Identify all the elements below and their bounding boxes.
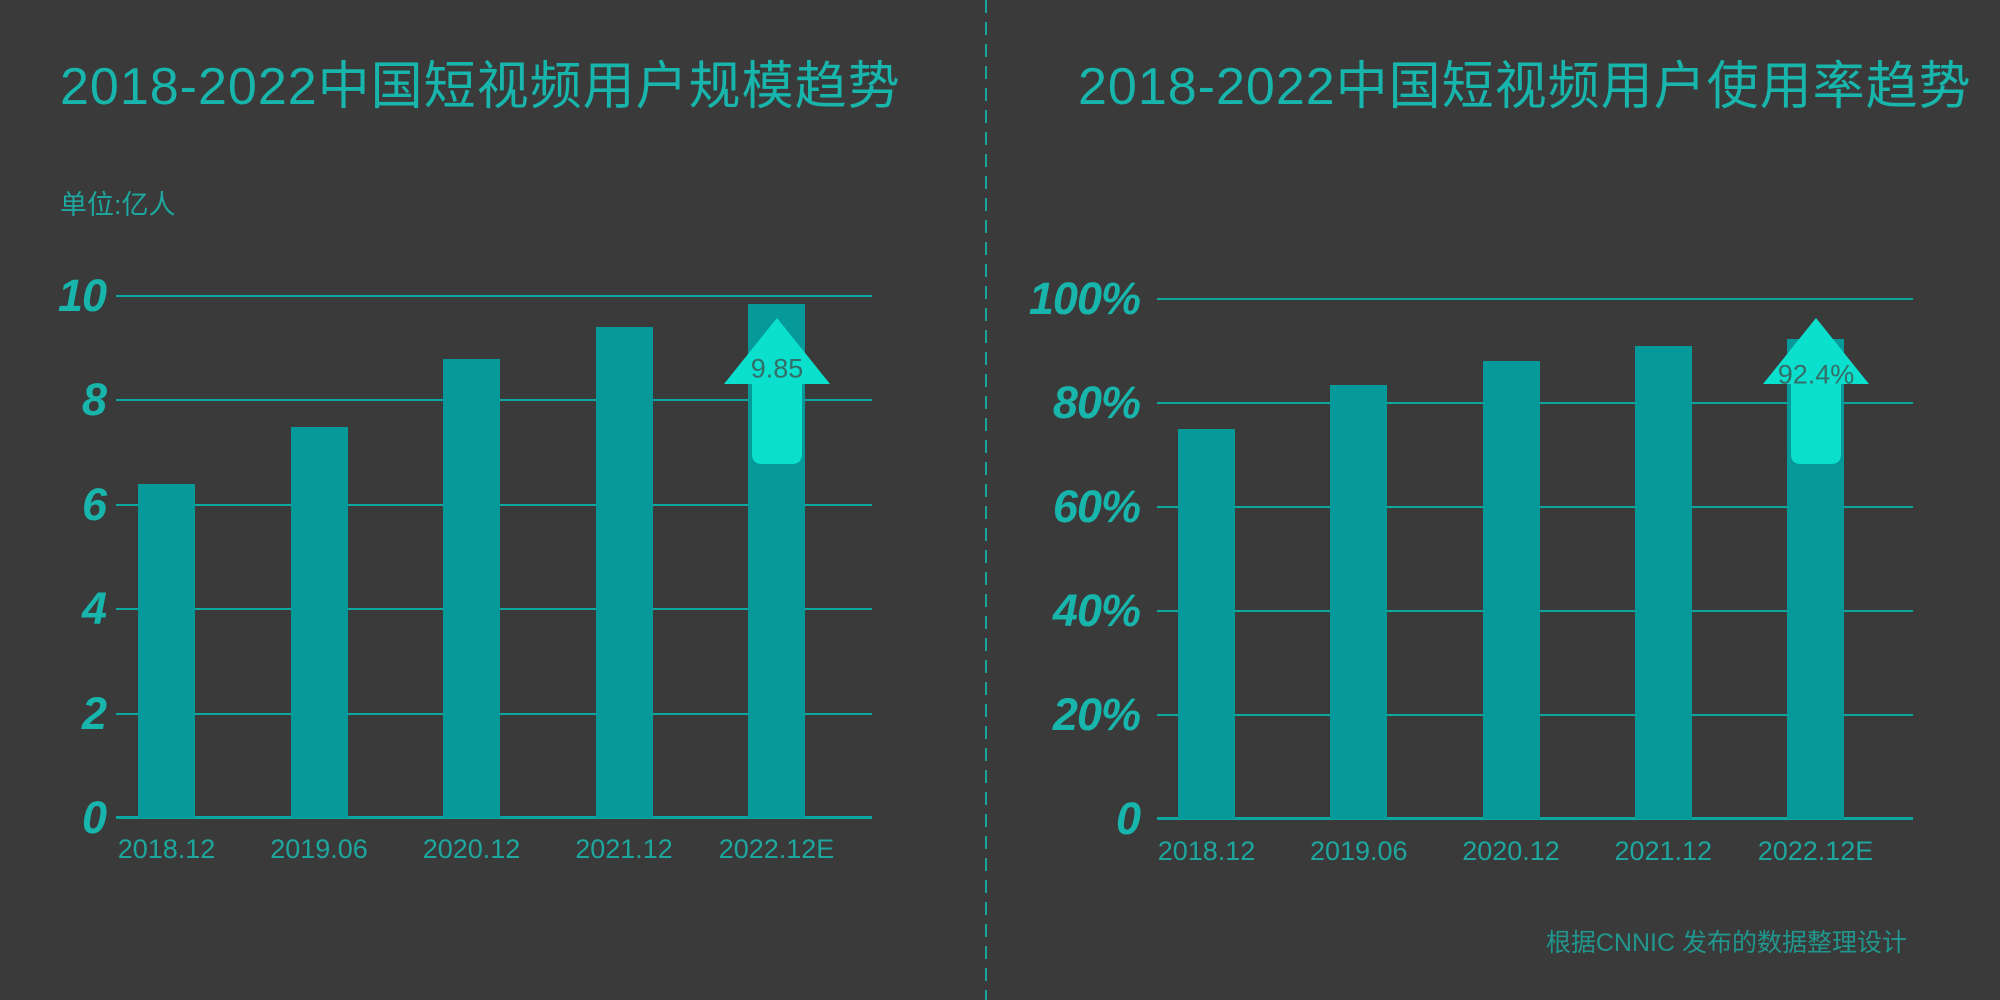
x-tick-label: 2019.06 <box>1309 836 1408 866</box>
highlight-value-label: 9.85 <box>750 354 803 384</box>
bar-2020.12 <box>443 358 500 818</box>
y-tick-label: 2 <box>81 687 107 739</box>
right-chart-title: 2018-2022中国短视频用户使用率趋势 <box>1078 58 1972 116</box>
gridline-100% <box>1157 298 1913 300</box>
x-tick-label: 2021.12 <box>575 834 673 864</box>
x-tick-label: 2018.12 <box>117 834 216 864</box>
x-tick-label: 2022.12E <box>718 834 835 864</box>
left-chart-title: 2018-2022中国短视频用户规模趋势 <box>60 58 901 116</box>
panel-divider-dashed-line <box>985 0 987 1000</box>
x-tick-label: 2019.06 <box>270 834 368 864</box>
y-tick-label: 0 <box>1115 793 1141 844</box>
data-source-credit: 根据CNNIC 发布的数据整理设计 <box>1545 929 1907 957</box>
bar-2018.12 <box>1178 429 1235 819</box>
bar-2019.06 <box>1330 384 1388 819</box>
highlight-arrow: 9.85 <box>723 318 830 464</box>
bar-2018.12 <box>138 483 195 818</box>
y-tick-label: 6 <box>81 478 107 530</box>
y-tick-label: 60% <box>1052 481 1141 532</box>
x-tick-label: 2021.12 <box>1614 836 1713 866</box>
y-tick-label: 10 <box>57 270 107 321</box>
x-tick-label: 2018.12 <box>1157 836 1256 866</box>
highlight-arrow: 92.4% <box>1762 318 1869 464</box>
up-arrow-icon: 9.85 <box>723 318 830 464</box>
y-tick-label: 80% <box>1052 377 1141 428</box>
y-tick-label: 8 <box>81 374 107 426</box>
y-tick-label: 0 <box>81 792 107 843</box>
up-arrow-icon: 92.4% <box>1762 318 1869 464</box>
y-tick-label: 100% <box>1028 273 1141 324</box>
bar-2019.06 <box>290 426 348 818</box>
gridline-10 <box>116 295 872 297</box>
bar-2021.12 <box>595 327 653 818</box>
y-tick-label: 40% <box>1052 585 1141 636</box>
highlight-value-label: 92.4% <box>1777 360 1854 390</box>
x-tick-label: 2020.12 <box>1462 836 1560 866</box>
x-tick-label: 2022.12E <box>1757 836 1874 866</box>
y-tick-label: 4 <box>81 583 107 635</box>
y-tick-label: 20% <box>1052 689 1141 740</box>
left-chart-unit-label: 单位:亿人 <box>60 190 176 220</box>
bar-2020.12 <box>1482 361 1540 819</box>
x-tick-label: 2020.12 <box>422 834 521 864</box>
bar-2021.12 <box>1634 345 1692 819</box>
